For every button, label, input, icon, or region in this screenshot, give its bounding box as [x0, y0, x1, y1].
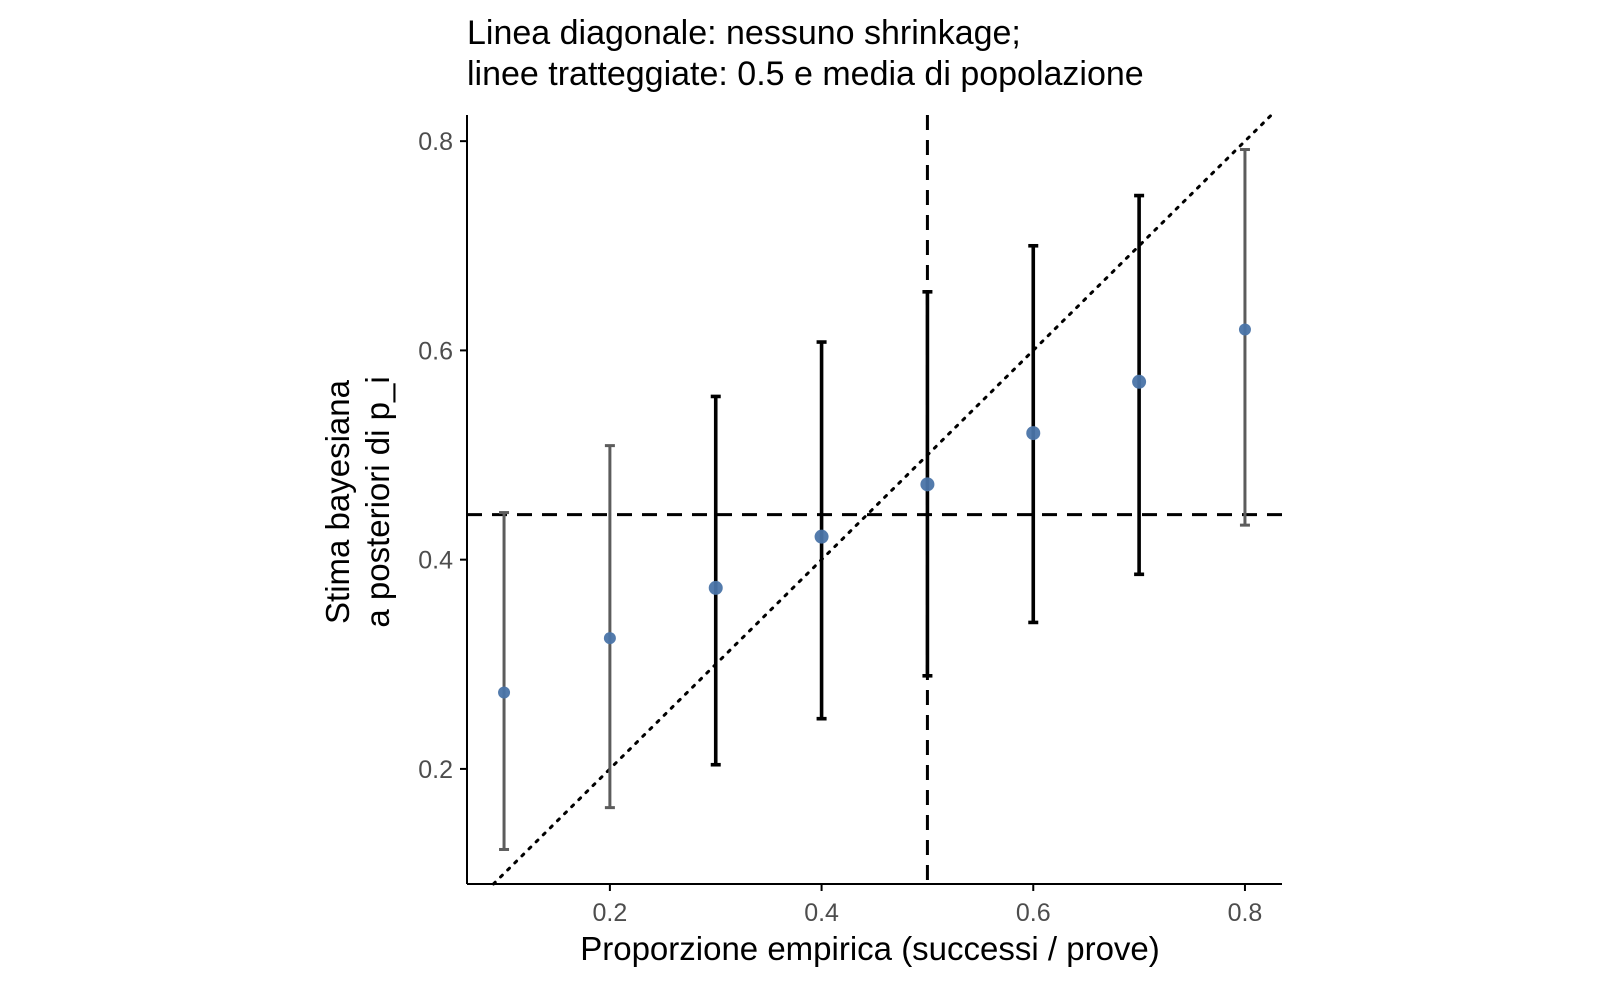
chart-title-line-1: Linea diagonale: nessuno shrinkage;: [467, 14, 1021, 52]
x-axis-title: Proporzione empirica (successi / prove): [580, 930, 1160, 967]
y-axis-title-line-2: a posteriori di p_i: [359, 376, 396, 627]
data-point-2: [603, 632, 616, 645]
x-tick-label: 0.6: [1016, 899, 1051, 927]
data-point-7: [1132, 374, 1147, 389]
data-point-4: [814, 529, 829, 544]
data-point-1: [498, 686, 511, 699]
y-tick-label: 0.2: [418, 756, 453, 784]
y-tick-label: 0.8: [418, 128, 453, 156]
y-axis-title: Stima bayesiana a posteriori di p_i: [319, 376, 396, 627]
data-point-6: [1026, 426, 1041, 441]
x-tick-label: 0.8: [1228, 899, 1263, 927]
x-tick-label: 0.2: [593, 899, 628, 927]
data-point-8: [1238, 323, 1251, 336]
errorbar-1: [499, 511, 510, 851]
y-tick-label: 0.4: [418, 547, 453, 575]
errorbar-2: [604, 444, 615, 810]
x-tick-label: 0.4: [804, 899, 839, 927]
errorbar-3: [710, 394, 721, 767]
data-point-5: [920, 477, 935, 492]
diagonal-reference-line: [491, 113, 1273, 886]
x-axis-ticks: 0.2 0.4 0.6 0.8: [593, 884, 1263, 927]
y-tick-label: 0.6: [418, 337, 453, 365]
chart-title-line-2: linee tratteggiate: 0.5 e media di popol…: [467, 55, 1144, 93]
plot-area: [467, 113, 1282, 886]
y-axis-ticks: 0.2 0.4 0.6 0.8: [418, 128, 467, 784]
y-axis-title-line-1: Stima bayesiana: [319, 379, 356, 624]
errorbar-8: [1239, 148, 1250, 527]
data-point-3: [708, 580, 723, 595]
